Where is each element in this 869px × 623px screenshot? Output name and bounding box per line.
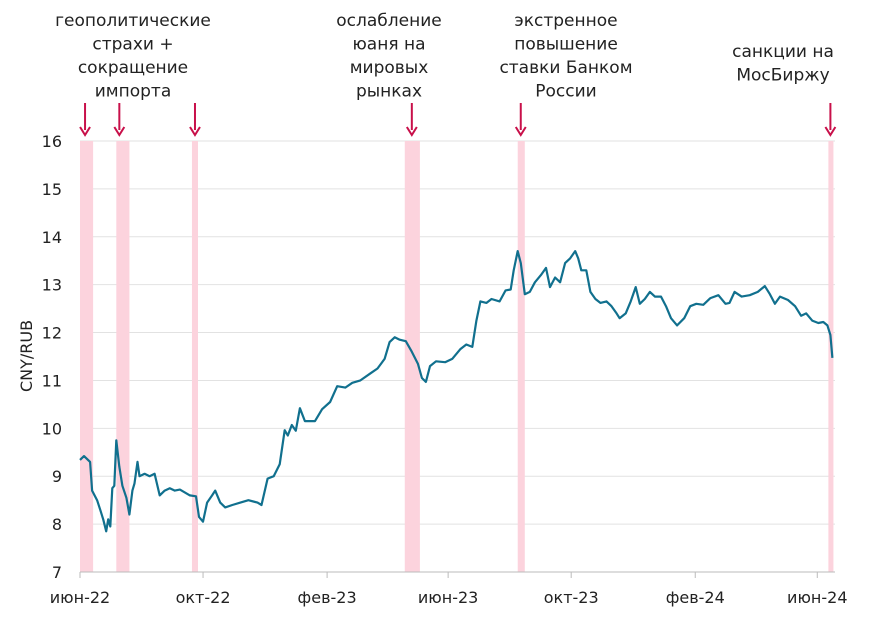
y-tick-label: 16 xyxy=(42,132,62,151)
annotation-line: мировых xyxy=(350,58,429,78)
y-tick-label: 7 xyxy=(52,563,62,582)
annotation-line: импорта xyxy=(95,82,172,102)
event-band xyxy=(191,141,199,572)
event-arrows xyxy=(79,103,837,137)
event-bands xyxy=(80,141,834,572)
y-tick-label: 15 xyxy=(42,180,62,199)
arrow-down-icon xyxy=(405,126,418,137)
arrow-down-icon xyxy=(189,126,201,137)
annotation-line: ставки Банком xyxy=(499,58,632,78)
y-tick-label: 14 xyxy=(42,228,62,247)
x-tick-label: фев-23 xyxy=(298,588,357,607)
annotation-line: экстренное xyxy=(514,11,617,31)
annotation-line: рынках xyxy=(356,82,422,102)
x-tick-label: июн-23 xyxy=(418,588,478,607)
annotation-line: МосБиржу xyxy=(736,66,829,86)
x-tick-label: фев-24 xyxy=(666,588,725,607)
arrow-down-icon xyxy=(113,126,126,137)
annotation-text: ослабление юаня на мировых рынках xyxy=(336,11,441,102)
y-axis-label: CNY/RUB xyxy=(17,320,36,392)
axes: 7 8 9 10 11 12 13 14 15 16 июн-22 окт-22 фев-23 июн-2… xyxy=(42,132,848,607)
y-tick-label: 11 xyxy=(42,371,62,390)
y-tick-label: 12 xyxy=(42,324,62,343)
annotation-line: юаня на xyxy=(352,35,425,55)
annotation-line: повышение xyxy=(514,35,618,55)
annotation-line: страхи + xyxy=(92,35,173,55)
arrow-down-icon xyxy=(514,126,527,137)
event-band xyxy=(80,141,94,572)
y-tick-label: 9 xyxy=(52,467,62,486)
arrow-down-icon xyxy=(824,126,837,137)
x-tick-label: окт-22 xyxy=(176,588,231,607)
rate-line xyxy=(79,250,834,533)
annotation-text: геополитические страхи + сокращение импорта xyxy=(55,11,211,102)
event-band xyxy=(404,141,420,572)
annotation-line: ослабление xyxy=(336,11,441,31)
annotation-line: сокращение xyxy=(78,58,188,78)
y-tick-label: 13 xyxy=(42,276,62,295)
x-tick-label: июн-22 xyxy=(50,588,110,607)
x-tick-label: окт-23 xyxy=(544,588,599,607)
annotation-line: России xyxy=(535,82,596,102)
annotation-text: санкции на МосБиржу xyxy=(732,42,834,86)
annotation-line: санкции на xyxy=(732,42,834,62)
annotation-text: экстренное повышение ставки Банком России xyxy=(499,11,632,102)
x-tick-label: июн-24 xyxy=(787,588,847,607)
y-tick-label: 8 xyxy=(52,515,62,534)
gridlines xyxy=(80,140,835,525)
y-tick-label: 10 xyxy=(42,419,62,438)
event-band xyxy=(517,141,525,572)
annotations: геополитические страхи + сокращение импорта… xyxy=(55,11,834,102)
event-band xyxy=(828,141,834,572)
arrow-down-icon xyxy=(79,126,91,137)
annotation-line: геополитические xyxy=(55,11,211,31)
series xyxy=(79,250,834,533)
